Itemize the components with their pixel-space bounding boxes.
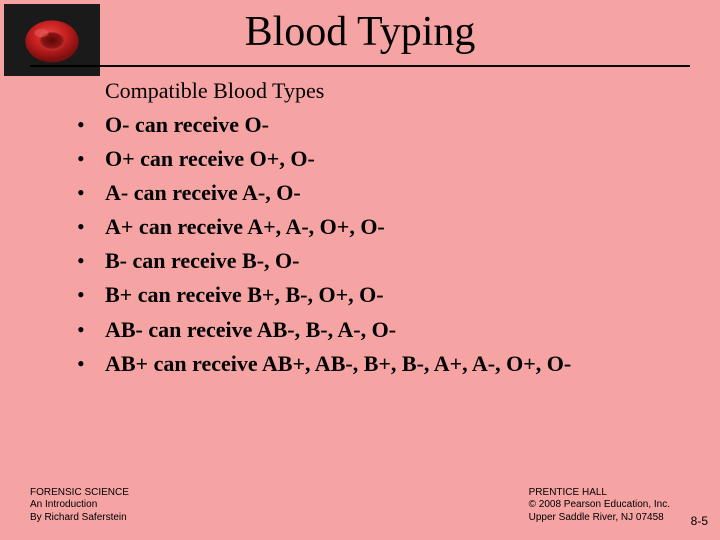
footer-left: FORENSIC SCIENCE An Introduction By Rich…	[30, 487, 129, 525]
footer-right-line: © 2008 Pearson Education, Inc.	[529, 499, 670, 512]
footer-left-line: FORENSIC SCIENCE	[30, 487, 129, 500]
footer-right-line: Upper Saddle River, NJ 07458	[529, 512, 670, 525]
subtitle: Compatible Blood Types	[105, 78, 695, 104]
footer-left-line: An Introduction	[30, 499, 129, 512]
compatibility-list: O- can receive O- O+ can receive O+, O- …	[105, 108, 695, 381]
footer-right: PRENTICE HALL © 2008 Pearson Education, …	[529, 487, 670, 525]
footer-left-line: By Richard Saferstein	[30, 512, 129, 525]
list-item: A- can receive A-, O-	[105, 176, 695, 210]
page-number: 8-5	[691, 514, 708, 528]
list-item: AB- can receive AB-, B-, A-, O-	[105, 313, 695, 347]
list-item: B- can receive B-, O-	[105, 244, 695, 278]
list-item: AB+ can receive AB+, AB-, B+, B-, A+, A-…	[105, 347, 695, 381]
list-item: A+ can receive A+, A-, O+, O-	[105, 210, 695, 244]
list-item: B+ can receive B+, B-, O+, O-	[105, 278, 695, 312]
page-title: Blood Typing	[0, 8, 720, 56]
footer-right-line: PRENTICE HALL	[529, 487, 670, 500]
main-content: Compatible Blood Types O- can receive O-…	[105, 78, 695, 381]
list-item: O+ can receive O+, O-	[105, 142, 695, 176]
title-underline	[30, 65, 690, 67]
list-item: O- can receive O-	[105, 108, 695, 142]
